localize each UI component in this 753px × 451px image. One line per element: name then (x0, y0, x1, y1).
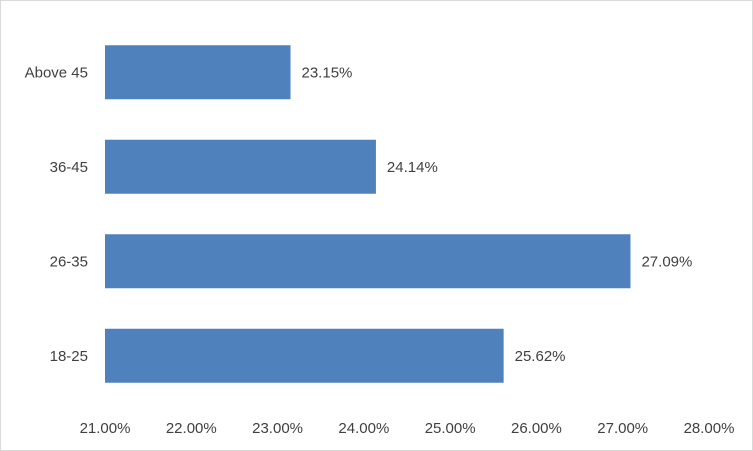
bar-18-25 (105, 328, 504, 383)
category-labels: Above 45 36-45 26-35 18-25 (25, 64, 88, 365)
x-tick-label: 26.00% (511, 420, 562, 437)
x-tick-label: 22.00% (166, 420, 217, 437)
bar-26-35 (105, 234, 631, 289)
category-label: Above 45 (25, 64, 88, 81)
bar-above-45 (105, 45, 291, 100)
data-label: 23.15% (302, 64, 353, 81)
category-label: 18-25 (50, 348, 88, 365)
data-label: 24.14% (387, 159, 438, 176)
x-axis-tick-labels: 21.00% 22.00% 23.00% 24.00% 25.00% 26.00% 27.0… (80, 420, 735, 437)
x-tick-label: 21.00% (80, 420, 131, 437)
category-label: 26-35 (50, 253, 88, 270)
x-tick-label: 27.00% (597, 420, 648, 437)
bars-group (105, 45, 631, 383)
x-tick-label: 23.00% (252, 420, 303, 437)
x-tick-label: 25.00% (425, 420, 476, 437)
data-label: 25.62% (515, 348, 566, 365)
x-tick-label: 28.00% (684, 420, 735, 437)
data-label: 27.09% (641, 253, 692, 270)
bar-36-45 (105, 139, 376, 194)
data-labels: 23.15% 24.14% 27.09% 25.62% (302, 64, 693, 365)
x-tick-label: 24.00% (338, 420, 389, 437)
category-label: 36-45 (50, 159, 88, 176)
